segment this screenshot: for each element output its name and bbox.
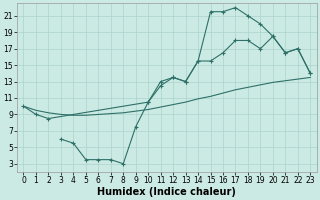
X-axis label: Humidex (Indice chaleur): Humidex (Indice chaleur) (98, 187, 236, 197)
